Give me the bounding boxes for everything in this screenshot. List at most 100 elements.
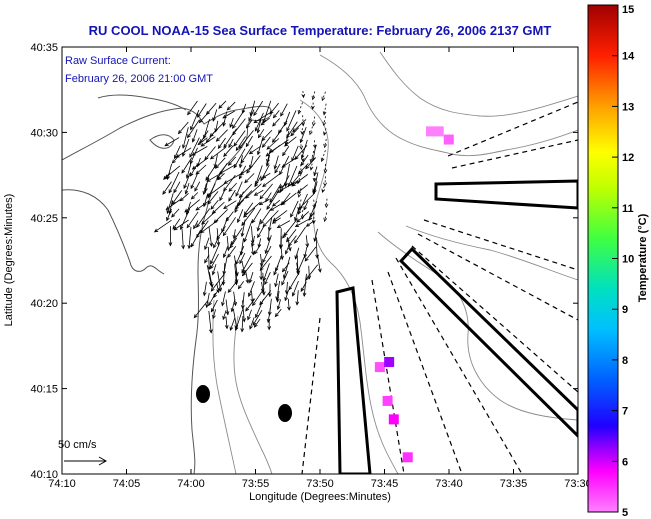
current-vector: [210, 274, 225, 292]
current-vector: [295, 218, 309, 227]
current-vector: [261, 129, 273, 141]
current-vector: [254, 175, 262, 187]
current-vector: [288, 273, 299, 290]
current-vector: [242, 262, 253, 276]
current-vector: [190, 147, 198, 164]
current-vector: [262, 272, 265, 295]
current-vector: [218, 137, 226, 149]
current-vector-head: [180, 225, 184, 231]
current-vector-head: [299, 170, 303, 175]
current-vector: [297, 184, 308, 194]
current-vector-head: [273, 165, 278, 170]
current-vector: [252, 289, 264, 306]
current-vector: [266, 138, 280, 150]
plot-area: [62, 51, 578, 474]
current-vector: [308, 211, 315, 221]
current-vector: [321, 91, 326, 101]
x-tick-label: 74:10: [48, 478, 76, 490]
y-tick-label: 40:20: [30, 298, 58, 310]
current-vector-head: [198, 119, 203, 124]
current-vector: [257, 226, 265, 238]
current-vector-head: [216, 288, 220, 294]
current-vector: [218, 100, 227, 109]
current-vector: [254, 244, 261, 255]
current-vector-head: [303, 253, 308, 259]
current-vector-head: [238, 144, 243, 149]
current-vector: [259, 255, 272, 271]
current-vector-head: [265, 162, 270, 167]
current-vector-head: [251, 219, 256, 224]
current-vector: [222, 310, 227, 320]
current-vector-head: [239, 171, 244, 176]
current-vector: [266, 190, 280, 210]
current-vector: [225, 299, 229, 315]
current-vector-head: [190, 126, 194, 131]
current-vector: [233, 130, 246, 147]
current-vector-head: [245, 307, 250, 312]
current-vector-head: [323, 182, 327, 187]
current-vector-head: [217, 144, 222, 150]
current-vector-head: [205, 303, 210, 309]
current-vector: [207, 191, 219, 205]
current-vector-head: [321, 96, 326, 102]
current-vector: [227, 281, 238, 293]
current-vector-head: [300, 130, 305, 136]
current-vector: [305, 235, 308, 247]
depth-contour: [233, 315, 273, 474]
current-vector: [262, 172, 271, 179]
current-vector: [284, 163, 290, 187]
current-vector-head: [187, 244, 192, 250]
current-vector: [207, 247, 210, 270]
current-vector-head: [237, 285, 242, 290]
current-vector-head: [291, 182, 296, 187]
current-vector: [232, 110, 245, 129]
current-vector: [290, 200, 299, 218]
current-vector: [212, 309, 216, 319]
current-vector: [251, 235, 255, 247]
current-vector: [323, 116, 326, 126]
y-tick-label: 40:10: [30, 469, 58, 481]
current-vector: [282, 146, 290, 156]
y-tick-label: 40:15: [30, 384, 58, 396]
current-vector-head: [212, 117, 216, 122]
current-vector-head: [286, 134, 290, 139]
current-vector-head: [211, 210, 216, 215]
current-vector: [272, 210, 288, 222]
current-vector-head: [256, 150, 261, 156]
current-vector: [200, 130, 209, 143]
current-vector: [200, 219, 219, 233]
current-vector: [215, 157, 226, 169]
current-vector-head: [266, 145, 271, 150]
current-vector: [166, 163, 173, 180]
current-vector-head: [287, 247, 292, 252]
current-vector-head: [209, 133, 214, 138]
current-vector: [245, 135, 253, 147]
current-vector: [257, 119, 262, 133]
current-vector-head: [245, 279, 250, 284]
current-vector-head: [200, 142, 205, 147]
current-vector-head: [235, 192, 239, 197]
sst-pixel: [425, 126, 436, 137]
current-vector-head: [309, 166, 314, 171]
current-vector: [296, 290, 299, 305]
current-vector: [281, 192, 297, 205]
current-vector-head: [190, 195, 195, 200]
colorbar-tick-label: 10: [622, 254, 634, 266]
current-vector: [238, 165, 246, 179]
current-vector-head: [281, 163, 286, 168]
current-vector: [210, 146, 227, 160]
current-vector-head: [216, 235, 221, 241]
current-vector: [235, 271, 238, 283]
current-vector: [208, 292, 216, 306]
current-vector: [324, 138, 327, 148]
current-vector: [258, 129, 265, 138]
current-vector-head: [256, 227, 261, 232]
current-vector: [181, 157, 193, 174]
current-vector-head: [268, 293, 272, 298]
depth-contour: [379, 51, 578, 117]
current-vector: [300, 281, 307, 292]
current-vector-head: [248, 292, 252, 298]
current-vector-head: [266, 158, 270, 164]
colorbar-tick-label: 13: [622, 101, 634, 113]
